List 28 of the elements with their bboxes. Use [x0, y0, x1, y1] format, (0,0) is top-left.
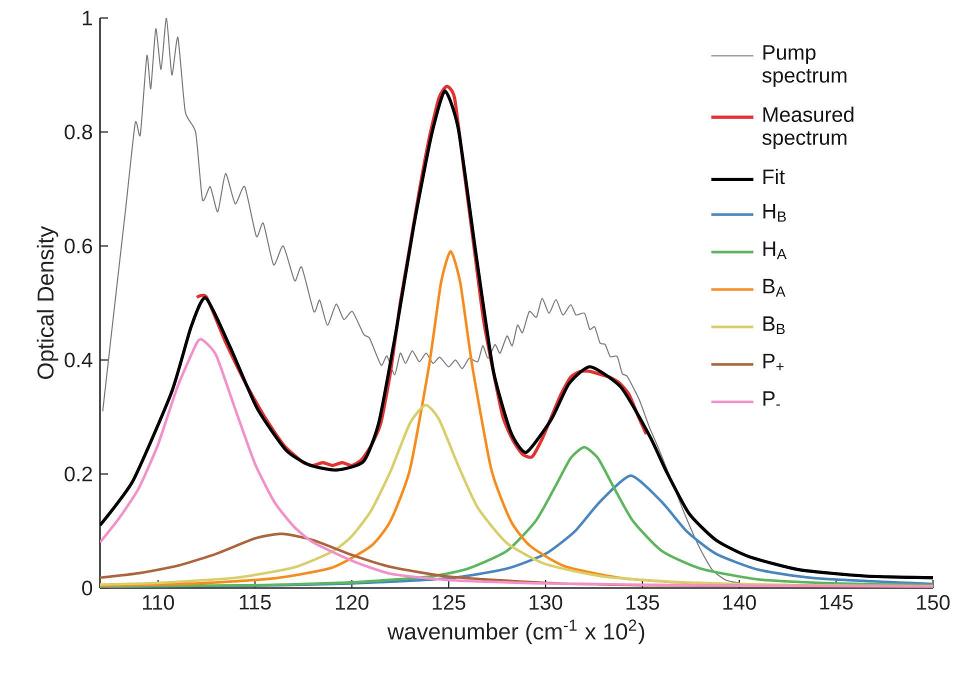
legend-label: Pump spectrum — [762, 45, 846, 87]
x-tick-label: 130 — [530, 595, 562, 610]
legend-label: B$_{B}$ — [763, 316, 785, 334]
legend-label: Fit — [763, 168, 785, 184]
legend-label: H$_{B}$ — [763, 204, 786, 222]
x-tick-label: 135 — [626, 595, 659, 610]
x-axis-title: wavenumber (cm$^{-1}$ x 10$^{2}$) — [387, 620, 644, 644]
x-tick-label: 110 — [143, 595, 174, 610]
y-tick-label: 0.8 — [64, 124, 92, 140]
line-series — [102, 18, 740, 584]
x-tick-label: 145 — [820, 595, 853, 610]
legend-label: H$_{A}$ — [763, 241, 787, 260]
y-tick-label: 1 — [82, 10, 92, 26]
legend-label: P$_{-}$ — [763, 391, 780, 406]
y-tick-label: 0.4 — [64, 352, 92, 368]
x-tick-label: 150 — [917, 595, 950, 610]
x-tick-label: 125 — [432, 595, 466, 610]
x-tick-label: 120 — [336, 595, 368, 610]
legend-label: Measured spectrum — [762, 106, 854, 150]
y-axis-title: Optical Density — [36, 226, 58, 379]
y-tick-label: 0 — [82, 580, 92, 596]
x-tick-label: 115 — [240, 595, 271, 610]
x-tick-label: 140 — [723, 595, 756, 610]
legend-label: B$_{A}$ — [763, 278, 786, 297]
legend-label: P$_{+}$ — [763, 354, 784, 370]
line-series — [100, 89, 934, 580]
y-tick-label: 0.6 — [64, 238, 92, 254]
y-tick-label: 0.2 — [64, 466, 92, 482]
